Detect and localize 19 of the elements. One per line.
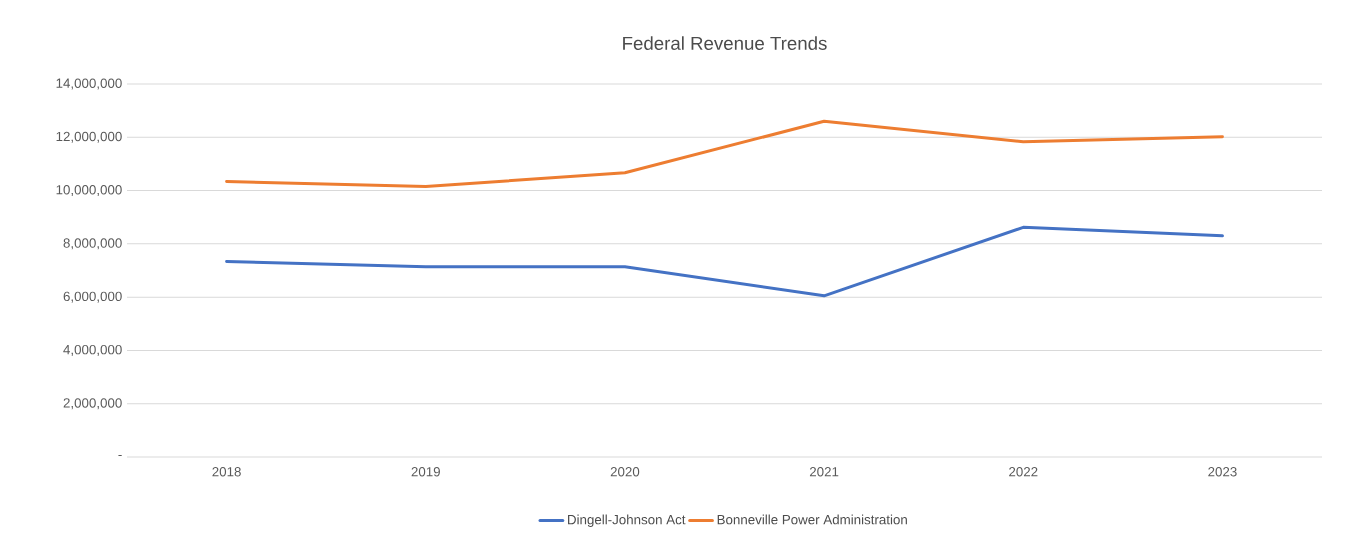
- x-tick-label: 2023: [1208, 467, 1237, 477]
- line-series: [225, 225, 1224, 298]
- legend-label: Bonneville Power Administration: [717, 514, 907, 525]
- y-tick-label: 10,000,000: [56, 185, 122, 197]
- chart-title: Federal Revenue Trends: [623, 36, 827, 50]
- x-tick-label: 2019: [411, 467, 440, 477]
- y-tick-label: 12,000,000: [56, 131, 122, 143]
- y-tick-label: 4,000,000: [63, 344, 122, 356]
- line-series: [225, 119, 1224, 189]
- y-tick-label: 14,000,000: [56, 78, 122, 90]
- x-tick-label: 2018: [212, 467, 241, 477]
- x-tick-label: 2020: [610, 467, 640, 477]
- y-tick-label: 8,000,000: [63, 238, 122, 250]
- x-tick-label: 2022: [1009, 467, 1038, 477]
- y-tick-label: 6,000,000: [63, 291, 122, 303]
- y-tick-label: -: [118, 454, 122, 456]
- y-tick-label: 2,000,000: [63, 398, 122, 410]
- x-tick-label: 2021: [809, 467, 839, 477]
- legend-label: Dingell-Johnson Act: [568, 514, 686, 527]
